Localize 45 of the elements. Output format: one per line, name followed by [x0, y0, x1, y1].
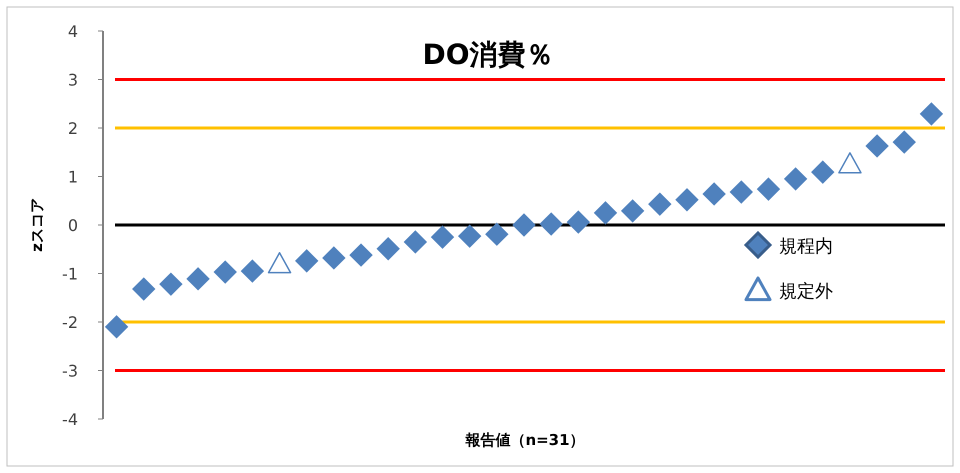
- point: [458, 224, 482, 248]
- point: [866, 134, 889, 158]
- point: [566, 210, 590, 234]
- point: [512, 214, 536, 236]
- point: [431, 226, 454, 249]
- point: [322, 246, 346, 270]
- point: [838, 152, 862, 174]
- point: [186, 267, 210, 290]
- y-tick-label: 4: [68, 22, 78, 41]
- point: [648, 192, 672, 216]
- point: [920, 102, 943, 126]
- point: [214, 260, 237, 284]
- chart-title: DO消費％: [422, 38, 554, 71]
- y-tick-label: 2: [68, 119, 78, 138]
- point: [730, 180, 753, 204]
- point: [376, 237, 400, 260]
- point: [350, 244, 373, 267]
- legend-label: 規程内: [779, 236, 833, 257]
- point: [485, 222, 508, 246]
- y-tick-label: -2: [62, 313, 78, 332]
- point: [892, 130, 916, 154]
- point: [105, 315, 128, 338]
- point: [756, 178, 780, 201]
- point: [621, 199, 644, 222]
- point: [404, 230, 427, 254]
- y-axis-title: zスコア: [28, 198, 46, 252]
- y-tick-label: -1: [62, 264, 78, 284]
- y-tick-label: -4: [62, 410, 78, 429]
- point: [240, 260, 264, 283]
- legend-label: 規定外: [779, 281, 833, 302]
- y-tick-label: 0: [68, 216, 78, 235]
- point: [675, 188, 698, 212]
- y-tick-label: 1: [68, 168, 78, 186]
- point: [132, 278, 156, 301]
- point: [159, 272, 182, 296]
- point: [702, 182, 726, 206]
- point: [594, 201, 617, 224]
- point: [811, 160, 834, 184]
- x-axis-title: 報告値（n=31）: [464, 431, 585, 449]
- y-tick-label: 3: [68, 70, 78, 90]
- y-tick-label: -3: [62, 362, 78, 380]
- point: [295, 249, 318, 272]
- point: [268, 252, 292, 274]
- point: [540, 212, 563, 236]
- point: [784, 167, 808, 190]
